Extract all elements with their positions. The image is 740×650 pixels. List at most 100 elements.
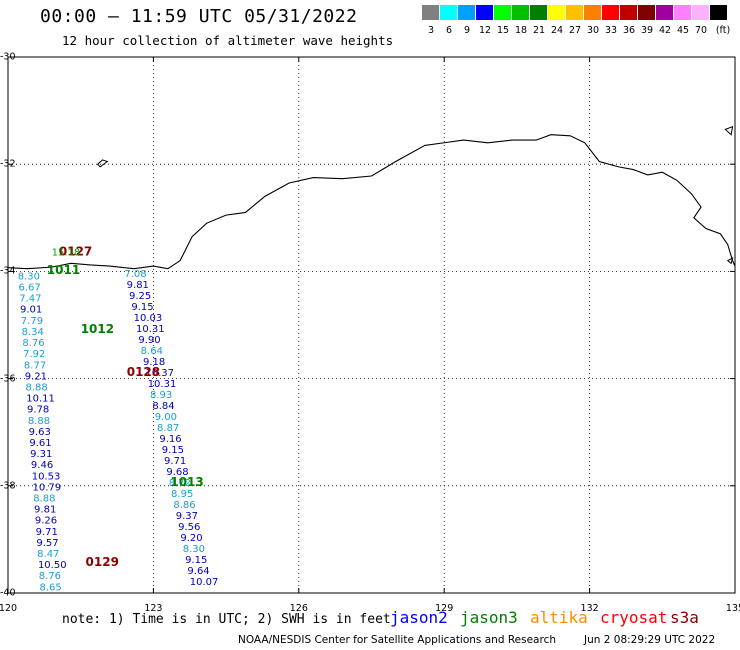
wave-height-label: 7.08 [124,269,146,280]
wave-height-label: 10.50 [38,560,67,571]
wave-height-label: 8.76 [39,571,61,582]
wave-height-label: 10.79 [32,482,61,493]
colorbar-label: 15 [496,25,510,36]
longitude-label: 123 [144,603,163,614]
wave-height-label: 8.30 [18,271,40,282]
wave-height-label: 8.30 [183,544,205,555]
page-title: 00:00 – 11:59 UTC 05/31/2022 [40,6,358,27]
colorbar-label: 24 [550,25,564,36]
wave-height-label: 9.68 [166,467,188,478]
colorbar-label: 45 [676,25,690,36]
pass-label: 0128 [127,365,160,379]
wave-height-label: 8.86 [173,500,195,511]
wave-height-label: 9.25 [129,291,151,302]
longitude-label: 132 [580,603,599,614]
wave-height-label: 8.88 [25,382,47,393]
wave-height-label: 8.77 [24,360,46,371]
wave-height-label: 10.31 [148,379,177,390]
wave-height-label: 9.63 [29,427,51,438]
island [726,256,734,265]
pass-label: 1012 [81,322,114,336]
satellite-legend-jason2: jason2 [390,608,448,627]
page-subtitle: 12 hour collection of altimeter wave hei… [62,33,394,48]
latitude-label: -40 [0,587,16,599]
pass-label: 1011 [47,263,80,277]
wave-height-label: 8.76 [22,338,44,349]
wave-height-label: 6.67 [18,283,40,294]
wave-height-label: 9.31 [30,449,52,460]
colorbar-label: 9 [463,25,471,36]
longitude-label: 129 [435,603,454,614]
wave-height-label: 7.79 [21,316,43,327]
wave-height-label: 9.20 [180,533,202,544]
latitude-label: -38 [0,480,16,492]
wave-height-label: 7.92 [23,349,45,360]
colorbar-label: 70 [694,25,708,36]
colorbar-swatch [440,5,457,20]
wave-height-label: 10.37 [145,368,174,379]
wave-height-label: 9.15 [185,555,207,566]
wave-height-label: 8.34 [22,327,44,338]
wave-height-label: 9.01 [20,305,42,316]
wave-height-label: 9.46 [31,460,53,471]
wave-height-label: 9.61 [29,438,51,449]
colorbar-label: 30 [586,25,600,36]
wave-height-label: 9.64 [187,566,209,577]
wave-height-label: 10.07 [190,577,219,588]
wave-height-label: 8.84 [152,401,174,412]
colorbar-swatch [494,5,511,20]
satellite-legend-jason3: jason3 [460,608,518,627]
colorbar-swatch [512,5,529,20]
wave-height-label: 8.93 [150,390,172,401]
colorbar-swatch [638,5,655,20]
generated-timestamp: Jun 2 08:29:29 UTC 2022 [584,634,716,646]
latitude-label: -30 [0,51,16,63]
wave-height-label: 9.26 [35,516,57,527]
colorbar-swatch [458,5,475,20]
colorbar-label: 12 [478,25,492,36]
wave-height-label: 9.00 [155,412,177,423]
wave-height-label: 8.72 [169,478,191,489]
wave-height-label: 9.16 [159,434,181,445]
wave-height-label: 9.90 [138,335,160,346]
map-frame [7,56,736,594]
wave-height-label: 9.15 [162,445,184,456]
wave-height-label: 9.18 [143,357,165,368]
credit-text: NOAA/NESDIS Center for Satellite Applica… [238,634,556,646]
island [96,159,109,168]
wave-height-label: 8.88 [28,416,50,427]
wave-height-label: 8.87 [157,423,179,434]
longitude-label: 126 [289,603,308,614]
latitude-label: -34 [0,265,16,277]
wave-height-label: 10.31 [136,324,165,335]
colorbar-swatch [548,5,565,20]
wave-height-label: 9.15 [131,302,153,313]
wave-height-label: 10.53 [32,471,61,482]
colorbar-label: 21 [532,25,546,36]
latitude-label: -36 [0,373,16,385]
colorbar-swatch [656,5,673,20]
longitude-label: 120 [0,603,18,614]
colorbar-label: 27 [568,25,582,36]
colorbar-label: 3 [427,25,435,36]
colorbar-swatch [674,5,691,20]
colorbar-swatch [476,5,493,20]
pass-label: 0127 [59,244,92,258]
pass-label: 15.18 [52,247,81,258]
wave-height-label: 8.47 [37,549,59,560]
wave-height-label: 9.71 [164,456,186,467]
wave-height-label: 9.21 [25,371,47,382]
wave-height-label: 10.03 [134,313,163,324]
colorbar-swatch [566,5,583,20]
colorbar-swatch [530,5,547,20]
colorbar-label: 42 [658,25,672,36]
wave-height-label: 9.37 [176,511,198,522]
wave-height-label: 8.88 [33,493,55,504]
satellite-legend-cryosat: cryosat [600,608,668,627]
longitude-label: 135 [725,603,740,614]
wave-height-label: 9.56 [178,522,200,533]
island [724,125,734,136]
footer-note: note: 1) Time is in UTC; 2) SWH is in fe… [62,612,391,627]
colorbar-label: (ft) [715,25,731,36]
